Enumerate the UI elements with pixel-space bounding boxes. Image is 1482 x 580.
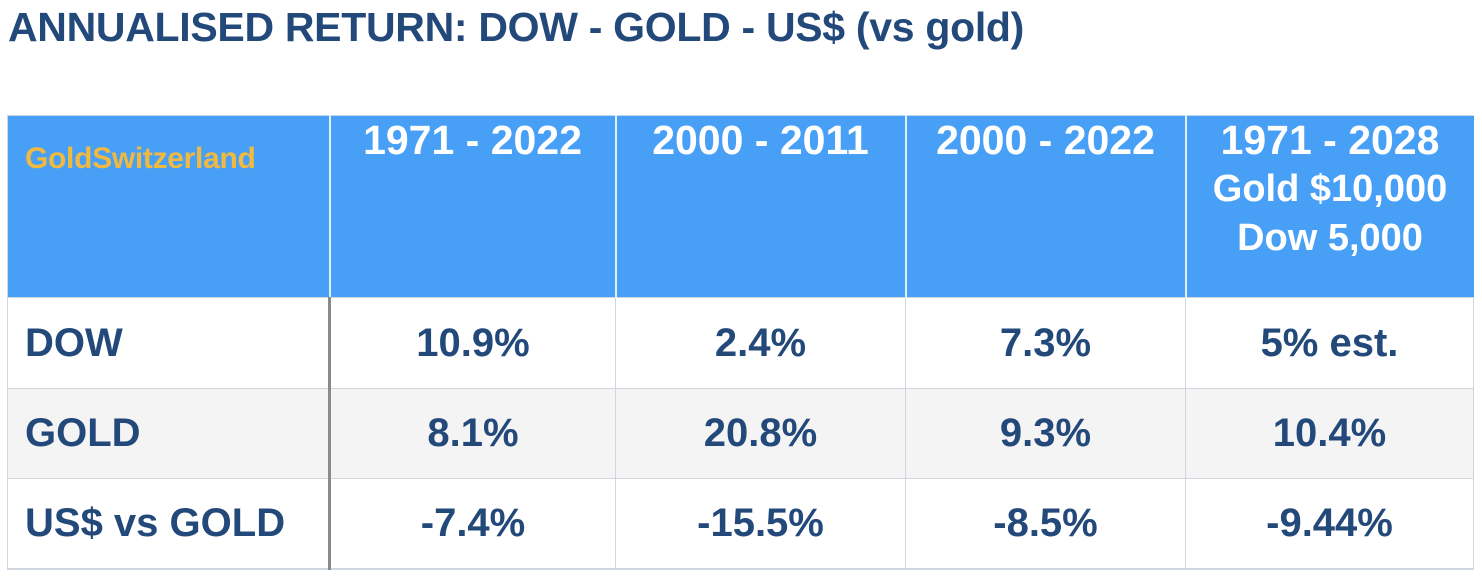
table-cell: 10.9% bbox=[329, 297, 616, 389]
page-title: ANNUALISED RETURN: DOW - GOLD - US$ (vs … bbox=[8, 4, 1025, 50]
column-header-1971-2022: 1971 - 2022 bbox=[328, 115, 616, 298]
table-cell: 8.1% bbox=[329, 388, 616, 479]
brand-logo-text: GoldSwitzerland bbox=[7, 115, 330, 298]
column-header-period: 2000 - 2011 bbox=[652, 117, 869, 163]
table-cell: -9.44% bbox=[1185, 478, 1474, 570]
column-header-2000-2022: 2000 - 2022 bbox=[904, 115, 1186, 298]
table-cell: 10.4% bbox=[1185, 388, 1474, 479]
header-row: GoldSwitzerland 1971 - 2022 2000 - 2011 … bbox=[7, 115, 1474, 298]
row-label: DOW bbox=[7, 297, 331, 389]
table-row-gold: GOLD 8.1% 20.8% 9.3% 10.4% bbox=[7, 388, 1474, 479]
table-cell: 7.3% bbox=[905, 297, 1186, 389]
table-row-dow: DOW 10.9% 2.4% 7.3% 5% est. bbox=[7, 297, 1474, 389]
table-row-usd-vs-gold: US$ vs GOLD -7.4% -15.5% -8.5% -9.44% bbox=[7, 478, 1474, 570]
column-header-1971-2028: 1971 - 2028 Gold $10,000 Dow 5,000 bbox=[1184, 115, 1474, 298]
column-header-period: 2000 - 2022 bbox=[936, 117, 1155, 163]
table-cell: 2.4% bbox=[615, 297, 906, 389]
returns-table: GoldSwitzerland 1971 - 2022 2000 - 2011 … bbox=[7, 115, 1474, 570]
table-cell: 5% est. bbox=[1185, 297, 1474, 389]
column-header-period: 1971 - 2028 bbox=[1220, 117, 1440, 163]
table-cell: 20.8% bbox=[615, 388, 906, 479]
table-cell: -15.5% bbox=[615, 478, 906, 570]
column-header-note: Dow 5,000 bbox=[1237, 217, 1423, 259]
column-header-note: Gold $10,000 bbox=[1212, 168, 1448, 210]
column-header-2000-2011: 2000 - 2011 bbox=[614, 115, 906, 298]
table-cell: 9.3% bbox=[905, 388, 1186, 479]
row-label: GOLD bbox=[7, 388, 331, 479]
row-label: US$ vs GOLD bbox=[7, 478, 331, 570]
table-cell: -8.5% bbox=[905, 478, 1186, 570]
column-header-period: 1971 - 2022 bbox=[363, 117, 582, 163]
table-cell: -7.4% bbox=[329, 478, 616, 570]
